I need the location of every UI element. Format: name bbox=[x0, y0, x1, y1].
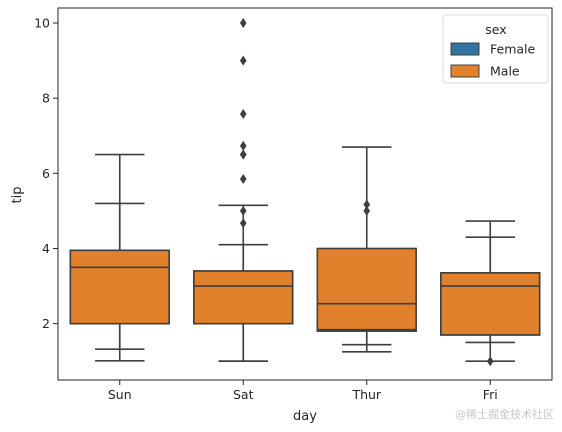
y-tick-label: 8 bbox=[42, 91, 50, 106]
x-tick-label: Sun bbox=[108, 387, 132, 402]
outlier-point bbox=[239, 140, 247, 151]
outlier-point bbox=[239, 218, 247, 229]
outlier-point bbox=[239, 18, 247, 29]
box-male bbox=[440, 272, 541, 336]
x-tick-label: Fri bbox=[483, 387, 498, 402]
y-tick-label: 4 bbox=[42, 241, 50, 256]
y-tick-label: 10 bbox=[34, 16, 50, 31]
outlier-point bbox=[363, 199, 371, 210]
x-axis-label: day bbox=[293, 409, 317, 424]
watermark-text: @稀土掘金技术社区 bbox=[455, 408, 554, 421]
legend-label-female: Female bbox=[490, 42, 536, 57]
x-tick-label: Thur bbox=[351, 387, 381, 402]
legend: sex Female Male bbox=[442, 14, 549, 84]
y-tick-label: 2 bbox=[42, 316, 50, 331]
box-male bbox=[193, 270, 294, 325]
outlier-point bbox=[239, 55, 247, 66]
y-axis-label: tip bbox=[10, 187, 25, 204]
legend-swatch-male bbox=[450, 64, 480, 78]
legend-swatch-female bbox=[450, 42, 480, 56]
legend-title: sex bbox=[485, 22, 506, 37]
outlier-point bbox=[239, 173, 247, 184]
plot-frame bbox=[57, 7, 553, 381]
legend-label-male: Male bbox=[490, 64, 520, 79]
outlier-point bbox=[363, 205, 371, 216]
outlier-point bbox=[239, 149, 247, 160]
outlier-point bbox=[239, 108, 247, 119]
y-tick-label: 6 bbox=[42, 166, 50, 181]
box-male bbox=[316, 247, 417, 331]
x-tick-label: Sat bbox=[233, 387, 254, 402]
outlier-point bbox=[486, 356, 494, 367]
box-male bbox=[69, 249, 170, 325]
outlier-point bbox=[239, 205, 247, 216]
